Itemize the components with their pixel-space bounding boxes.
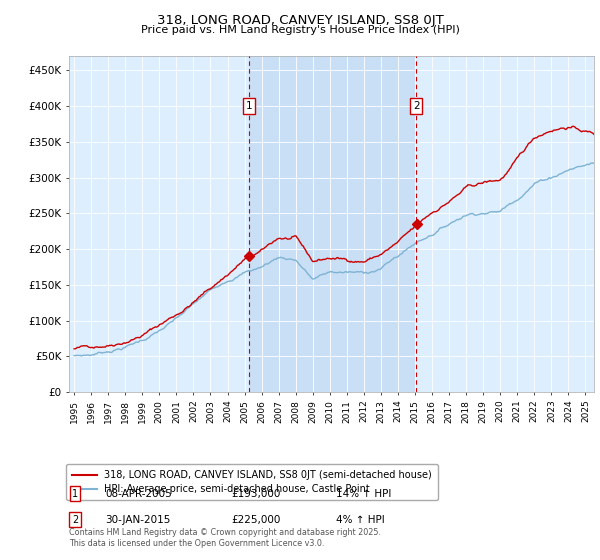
Legend: 318, LONG ROAD, CANVEY ISLAND, SS8 0JT (semi-detached house), HPI: Average price: 318, LONG ROAD, CANVEY ISLAND, SS8 0JT (… bbox=[67, 464, 438, 500]
Bar bbox=[249, 56, 416, 392]
Text: Contains HM Land Registry data © Crown copyright and database right 2025.
This d: Contains HM Land Registry data © Crown c… bbox=[69, 528, 381, 548]
Text: 1: 1 bbox=[72, 489, 78, 499]
Text: 2: 2 bbox=[413, 101, 419, 111]
Text: Price paid vs. HM Land Registry's House Price Index (HPI): Price paid vs. HM Land Registry's House … bbox=[140, 25, 460, 35]
Text: £225,000: £225,000 bbox=[231, 515, 280, 525]
Text: 1: 1 bbox=[246, 101, 253, 111]
Text: 30-JAN-2015: 30-JAN-2015 bbox=[105, 515, 170, 525]
Text: 318, LONG ROAD, CANVEY ISLAND, SS8 0JT: 318, LONG ROAD, CANVEY ISLAND, SS8 0JT bbox=[157, 14, 443, 27]
Text: 08-APR-2005: 08-APR-2005 bbox=[105, 489, 172, 499]
Text: 14% ↑ HPI: 14% ↑ HPI bbox=[336, 489, 391, 499]
Text: £193,000: £193,000 bbox=[231, 489, 280, 499]
Text: 4% ↑ HPI: 4% ↑ HPI bbox=[336, 515, 385, 525]
Text: 2: 2 bbox=[72, 515, 78, 525]
